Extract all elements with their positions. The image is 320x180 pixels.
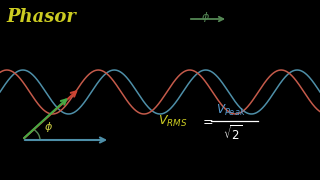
Text: Phasor: Phasor <box>6 8 76 26</box>
Text: $V_{RMS}$: $V_{RMS}$ <box>158 113 188 129</box>
Text: $\sqrt{2}$: $\sqrt{2}$ <box>223 125 242 143</box>
Text: $\phi$: $\phi$ <box>44 120 53 134</box>
Text: $V_{Peak}$: $V_{Peak}$ <box>216 102 246 118</box>
Text: $=$: $=$ <box>200 114 214 127</box>
Text: $\phi$: $\phi$ <box>201 10 210 24</box>
